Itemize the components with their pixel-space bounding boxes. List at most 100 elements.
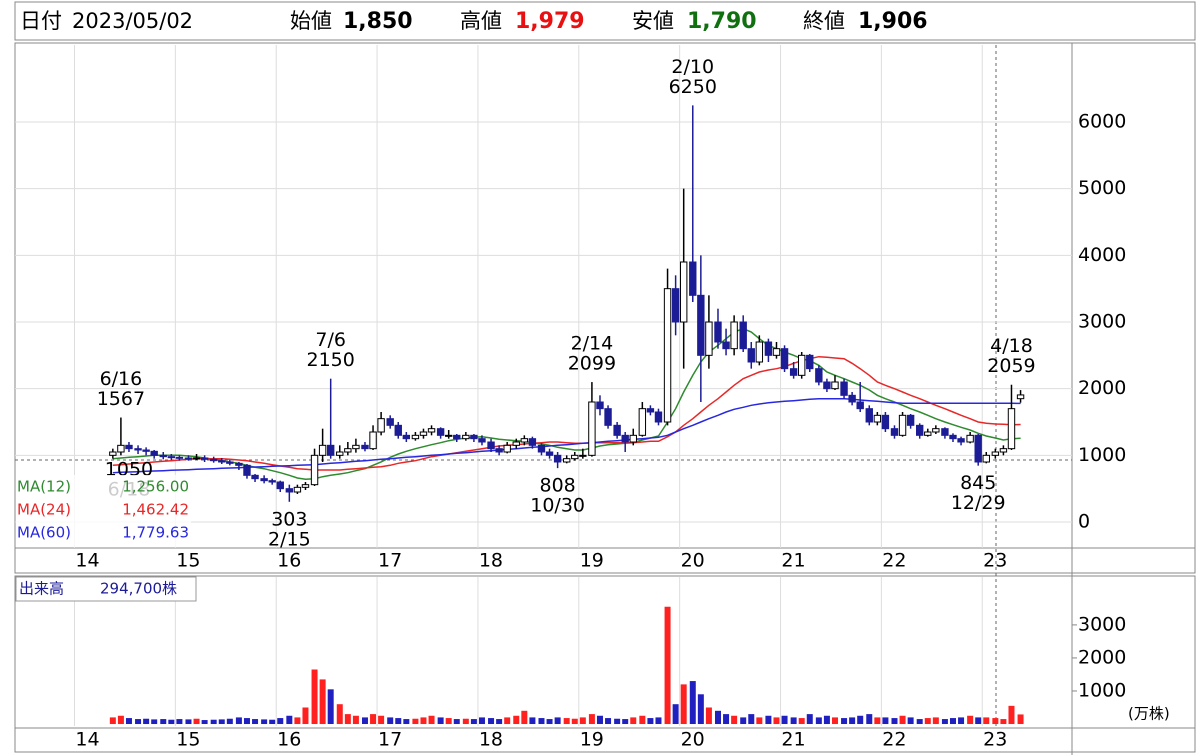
plot-layer: 14 14 15 15 16 16 17 17 18 18 19 19 20 20 21 21 22 22 23 23… [15, 45, 1170, 751]
candle-body [326, 444, 335, 456]
candle-body [218, 460, 226, 463]
close: 1,906 [858, 9, 928, 34]
x-tick-label: 17 [378, 550, 402, 572]
volume-bar [302, 707, 309, 725]
candle-body [604, 408, 612, 426]
candle-body [310, 454, 319, 486]
candle-body [394, 424, 402, 436]
candle-body [780, 348, 789, 370]
volume-bar [579, 717, 586, 725]
candle-body [638, 408, 647, 436]
open: 1,850 [343, 9, 413, 34]
candle-body [881, 414, 890, 430]
volume-bar [967, 715, 974, 725]
candle-body [663, 288, 672, 423]
volume-bar [420, 717, 427, 725]
volume-bar [806, 714, 813, 725]
volume-bar [513, 715, 520, 725]
volume-bar [546, 719, 553, 725]
candle-body [588, 401, 596, 456]
x-axis-row-bottom [14, 727, 1196, 753]
volume-bar [815, 717, 822, 725]
annotation-date: 7/6 [315, 329, 346, 351]
candle-body [495, 448, 503, 453]
volume-bar [680, 684, 687, 725]
volume-bar [857, 715, 864, 725]
candle-body [520, 438, 529, 443]
candle-body [646, 408, 655, 413]
candle-body [528, 438, 537, 446]
volume-bar [143, 718, 150, 725]
x-tick-label: 22 [882, 729, 906, 751]
candle-body [991, 451, 1000, 456]
volume-bar [504, 717, 511, 725]
candle-body [344, 448, 352, 453]
volume-bar [361, 717, 368, 725]
volume-bar [983, 717, 990, 725]
volume-bar [866, 714, 873, 725]
volume-bar [949, 718, 956, 725]
annotation-value: 6250 [669, 76, 717, 98]
candle-body [873, 414, 882, 423]
volume-bar [277, 718, 284, 725]
x-tick-label: 18 [479, 729, 503, 751]
x-tick-label: 16 [277, 729, 301, 751]
annotation-date: 2/15 [268, 528, 311, 550]
volume-bar [125, 718, 132, 725]
low-label: 安値 [632, 9, 674, 33]
volume-bar [773, 717, 780, 725]
volume-bar [478, 717, 485, 725]
volume-bar [193, 718, 200, 725]
x-tick-label: 20 [681, 550, 705, 572]
annotation-date: 6/16 [100, 368, 143, 390]
x-tick-label: 17 [378, 729, 402, 751]
candle-body [571, 454, 579, 460]
volume-bar [874, 717, 881, 725]
legend-name: MA(60) [17, 524, 71, 542]
volume-bar [554, 717, 561, 725]
x-tick-label: 14 [75, 729, 99, 751]
candle-body [823, 381, 831, 390]
volume-bar [849, 717, 856, 725]
candle-body [789, 368, 798, 376]
volume-bar [882, 717, 889, 725]
x-tick-label: 20 [681, 729, 705, 751]
volume-bar [378, 715, 385, 725]
candle-body [730, 321, 738, 350]
candle-body [613, 424, 621, 436]
candle-body [621, 434, 629, 443]
candle-body [596, 401, 604, 410]
volume-bar [798, 718, 805, 725]
volume-bar [639, 715, 646, 725]
candle-body [553, 454, 562, 463]
candle-body [175, 456, 184, 459]
volume-bar [781, 715, 788, 725]
date-label: 日付 [20, 9, 62, 33]
candle-body [512, 441, 520, 446]
annotation-value: 303 [271, 508, 307, 530]
volume-bar [403, 719, 410, 725]
candle-body [747, 348, 755, 363]
volume-bar [109, 717, 116, 725]
candle-body [402, 434, 411, 440]
volume-unit: (万株) [1128, 705, 1170, 723]
candle-body [251, 474, 259, 480]
volume-bar [1017, 714, 1024, 725]
candle-body [797, 354, 806, 376]
candle-body [159, 454, 167, 458]
y-tick-label: 1000 [1078, 444, 1126, 466]
volume-bar [437, 717, 444, 725]
x-tick-label: 15 [176, 729, 200, 751]
candle-body [462, 434, 470, 440]
candle-body [755, 341, 764, 363]
volume-bar [823, 715, 830, 725]
volume-bar [916, 719, 923, 725]
candle-body [453, 434, 461, 440]
volume-title-value: 294,700株 [100, 580, 177, 598]
volume-bar [395, 718, 402, 725]
candle-body [689, 261, 697, 296]
x-tick-label: 21 [781, 729, 805, 751]
x-tick-label: 23 [983, 729, 1007, 751]
candle-body [386, 418, 394, 426]
candle-body [1007, 408, 1016, 450]
